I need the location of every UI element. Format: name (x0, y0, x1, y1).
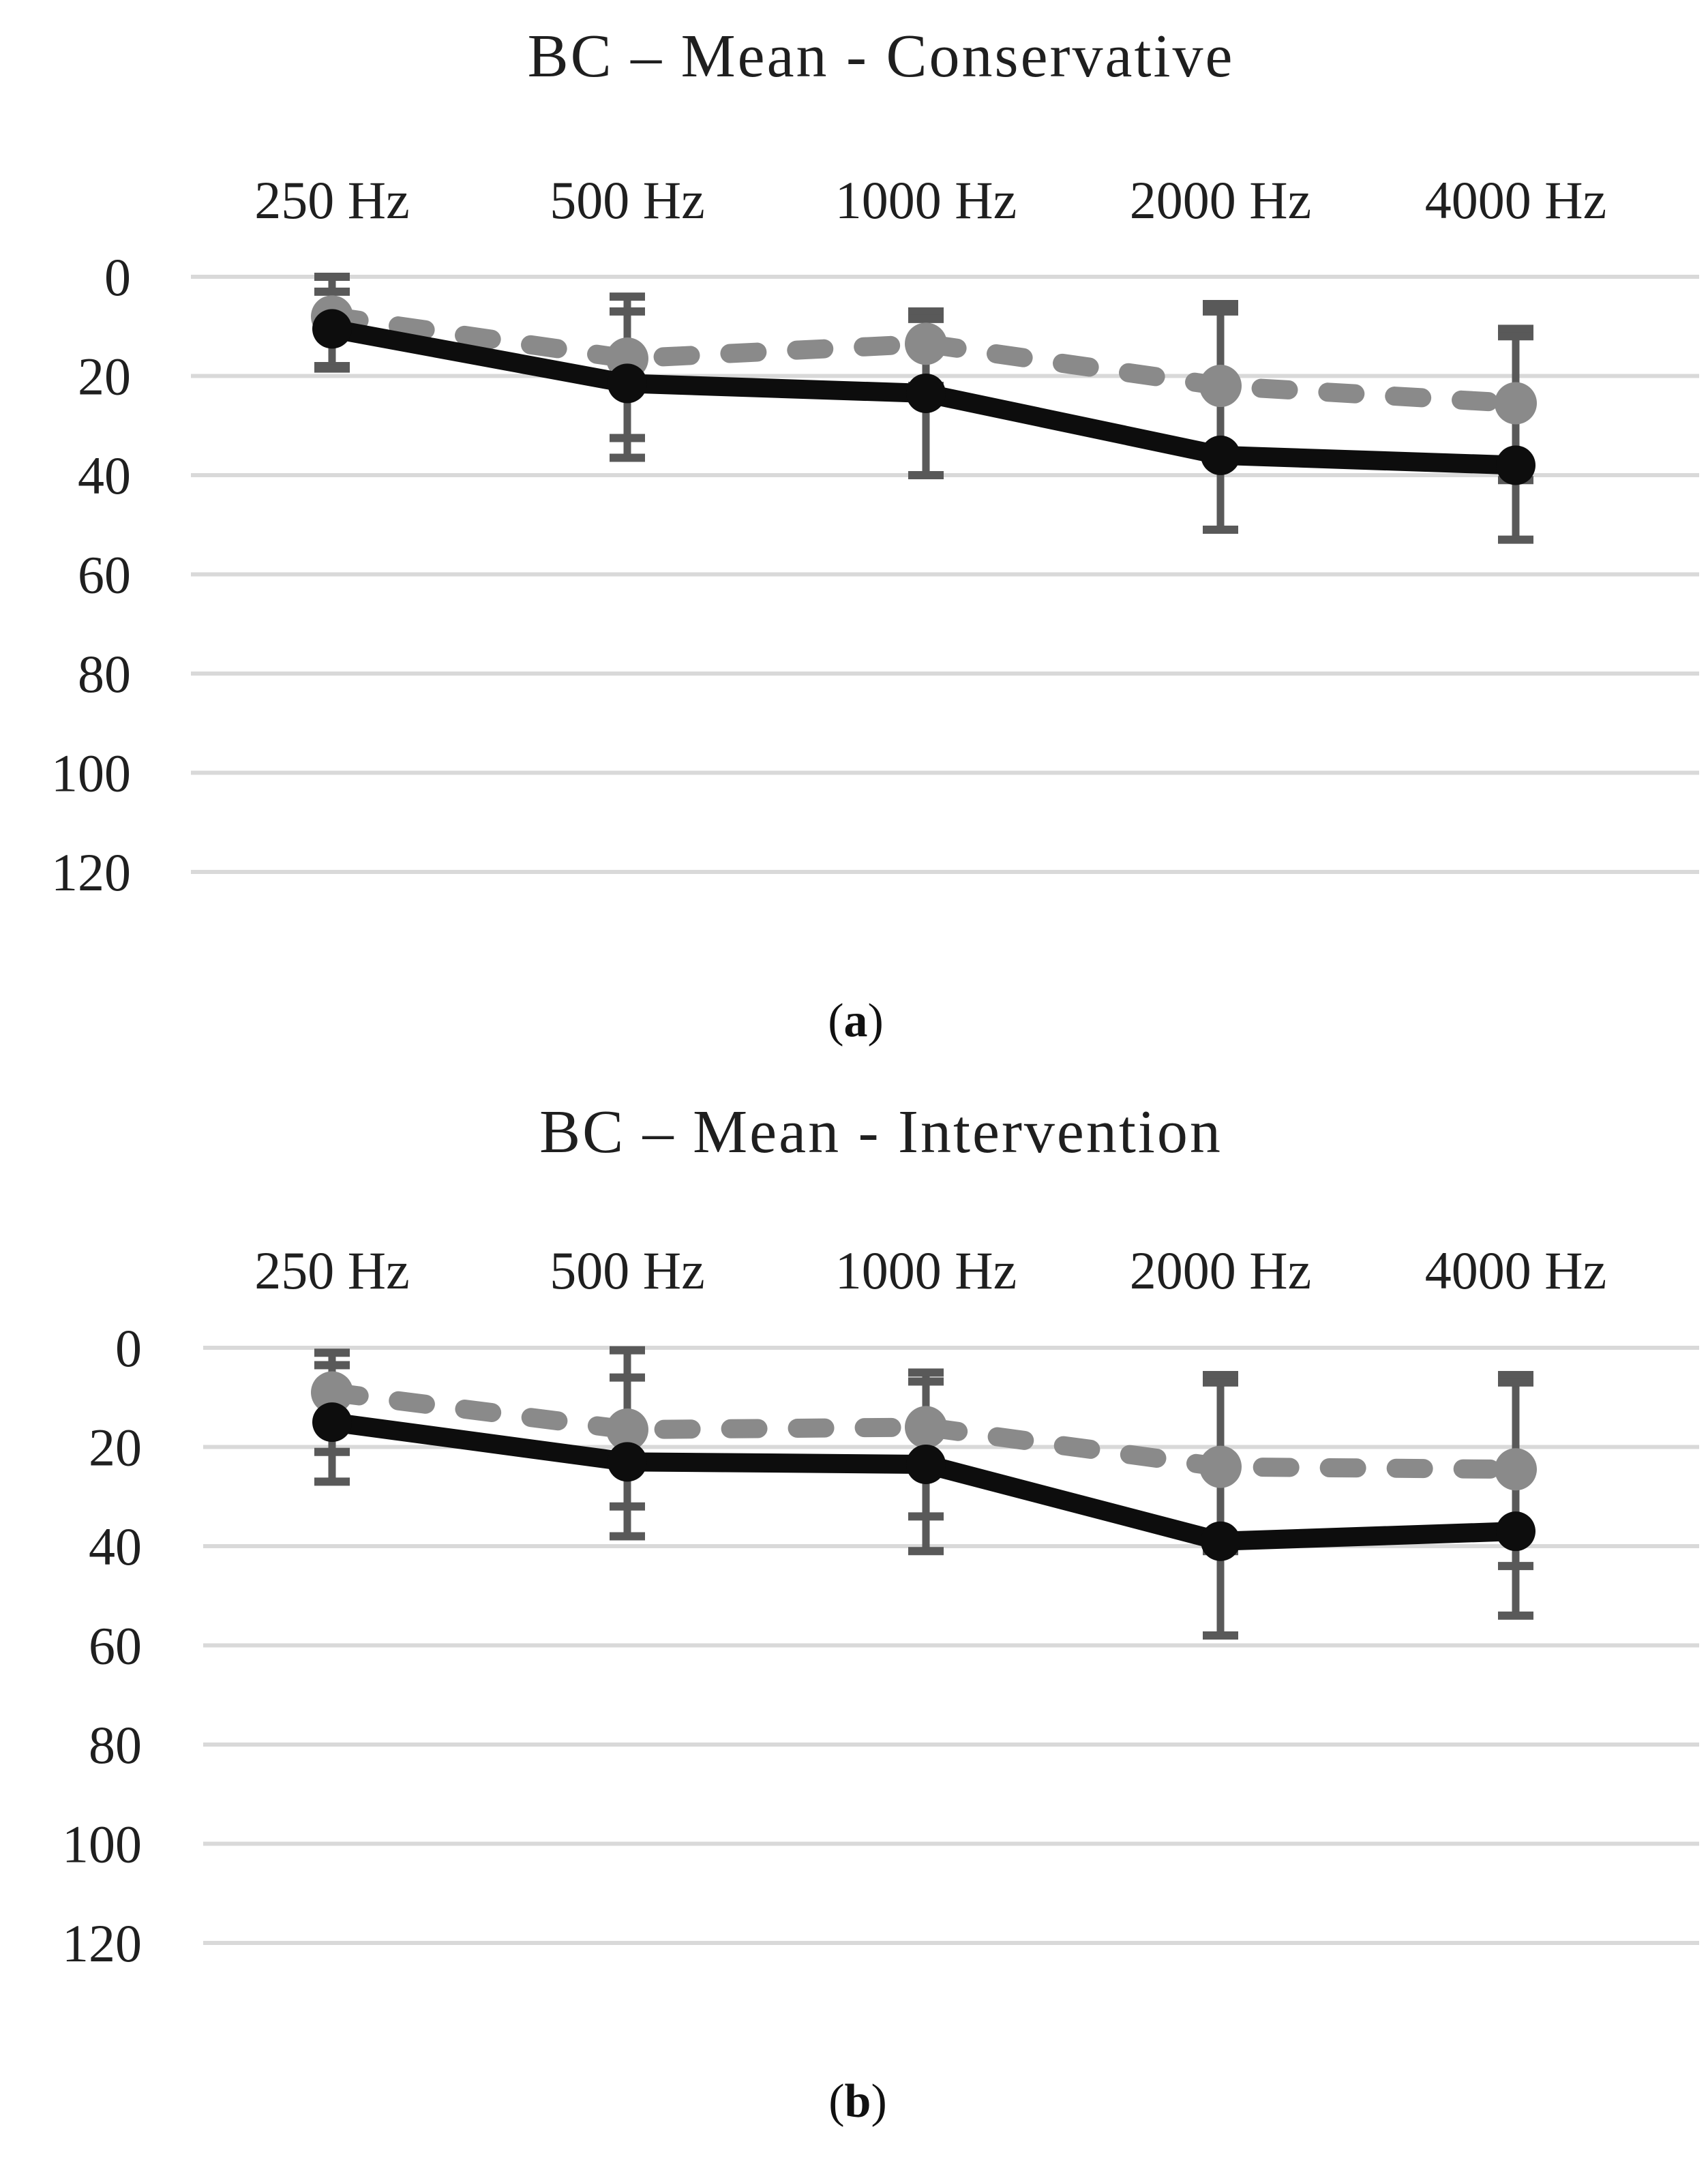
error-bar-black_solid (1203, 307, 1238, 534)
chart-b-plot-area: 0 20 40 60 80 100 120 250 Hz 500 Hz 1000 Hz 2000 H… (62, 1241, 1699, 1973)
marker-black_solid (608, 1442, 647, 1482)
x-axis-label: 250 Hz (254, 170, 409, 230)
x-axis-label: 4000 Hz (1425, 1241, 1606, 1300)
marker-gray_dashed (311, 1371, 353, 1414)
y-tick-label: 0 (104, 247, 131, 307)
marker-gray_dashed (1199, 365, 1242, 408)
x-axis-label: 500 Hz (550, 170, 704, 230)
x-axis-label: 250 Hz (254, 1241, 409, 1300)
marker-black_solid (1496, 1511, 1535, 1552)
x-axis-label: 2000 Hz (1130, 170, 1311, 230)
x-axis-label: 1000 Hz (835, 1241, 1017, 1300)
y-tick-label: 40 (89, 1517, 142, 1576)
marker-black_solid (906, 1444, 946, 1484)
y-tick-label: 60 (78, 545, 131, 605)
y-tick-label: 100 (51, 744, 131, 803)
x-axis-label: 1000 Hz (835, 170, 1017, 230)
marker-gray_dashed (1495, 1448, 1537, 1491)
y-tick-label: 20 (89, 1418, 142, 1477)
y-tick-label: 120 (62, 1914, 142, 1973)
marker-black_solid (312, 309, 352, 349)
error-bar-black_solid (1203, 1378, 1238, 1640)
y-tick-label: 100 (62, 1815, 142, 1874)
marker-black_solid (1496, 445, 1535, 485)
marker-gray_dashed (905, 1406, 947, 1449)
marker-black_solid (1201, 435, 1240, 475)
error-bar-black_solid (1498, 1378, 1533, 1620)
chart-a-title: BC – Mean - Conservative (528, 22, 1235, 90)
marker-black_solid (1201, 1521, 1240, 1561)
panel-label-a: (a) (828, 995, 884, 1047)
y-tick-label: 120 (51, 843, 131, 902)
chart-a-plot-area: 0 20 40 60 80 100 120 250 Hz 500 Hz 1000 Hz 2000 H… (51, 170, 1699, 902)
panel-label-b: (b) (828, 2075, 887, 2128)
y-tick-label: 40 (78, 446, 131, 505)
chart-b-title: BC – Mean - Intervention (539, 1098, 1223, 1166)
y-tick-label: 20 (78, 347, 131, 406)
marker-black_solid (312, 1402, 352, 1443)
marker-gray_dashed (905, 322, 947, 365)
marker-gray_dashed (1199, 1445, 1242, 1488)
marker-gray_dashed (1495, 382, 1537, 425)
x-axis-label: 2000 Hz (1130, 1241, 1311, 1300)
x-axis-label: 4000 Hz (1425, 170, 1606, 230)
error-bar-black_solid (1498, 332, 1533, 544)
y-tick-label: 80 (89, 1715, 142, 1775)
marker-black_solid (906, 373, 946, 413)
y-tick-label: 80 (78, 644, 131, 704)
y-tick-label: 60 (89, 1616, 142, 1676)
x-axis-label: 500 Hz (550, 1241, 704, 1300)
y-tick-label: 0 (115, 1318, 142, 1378)
marker-black_solid (608, 363, 647, 404)
marker-gray_dashed (606, 1408, 648, 1451)
